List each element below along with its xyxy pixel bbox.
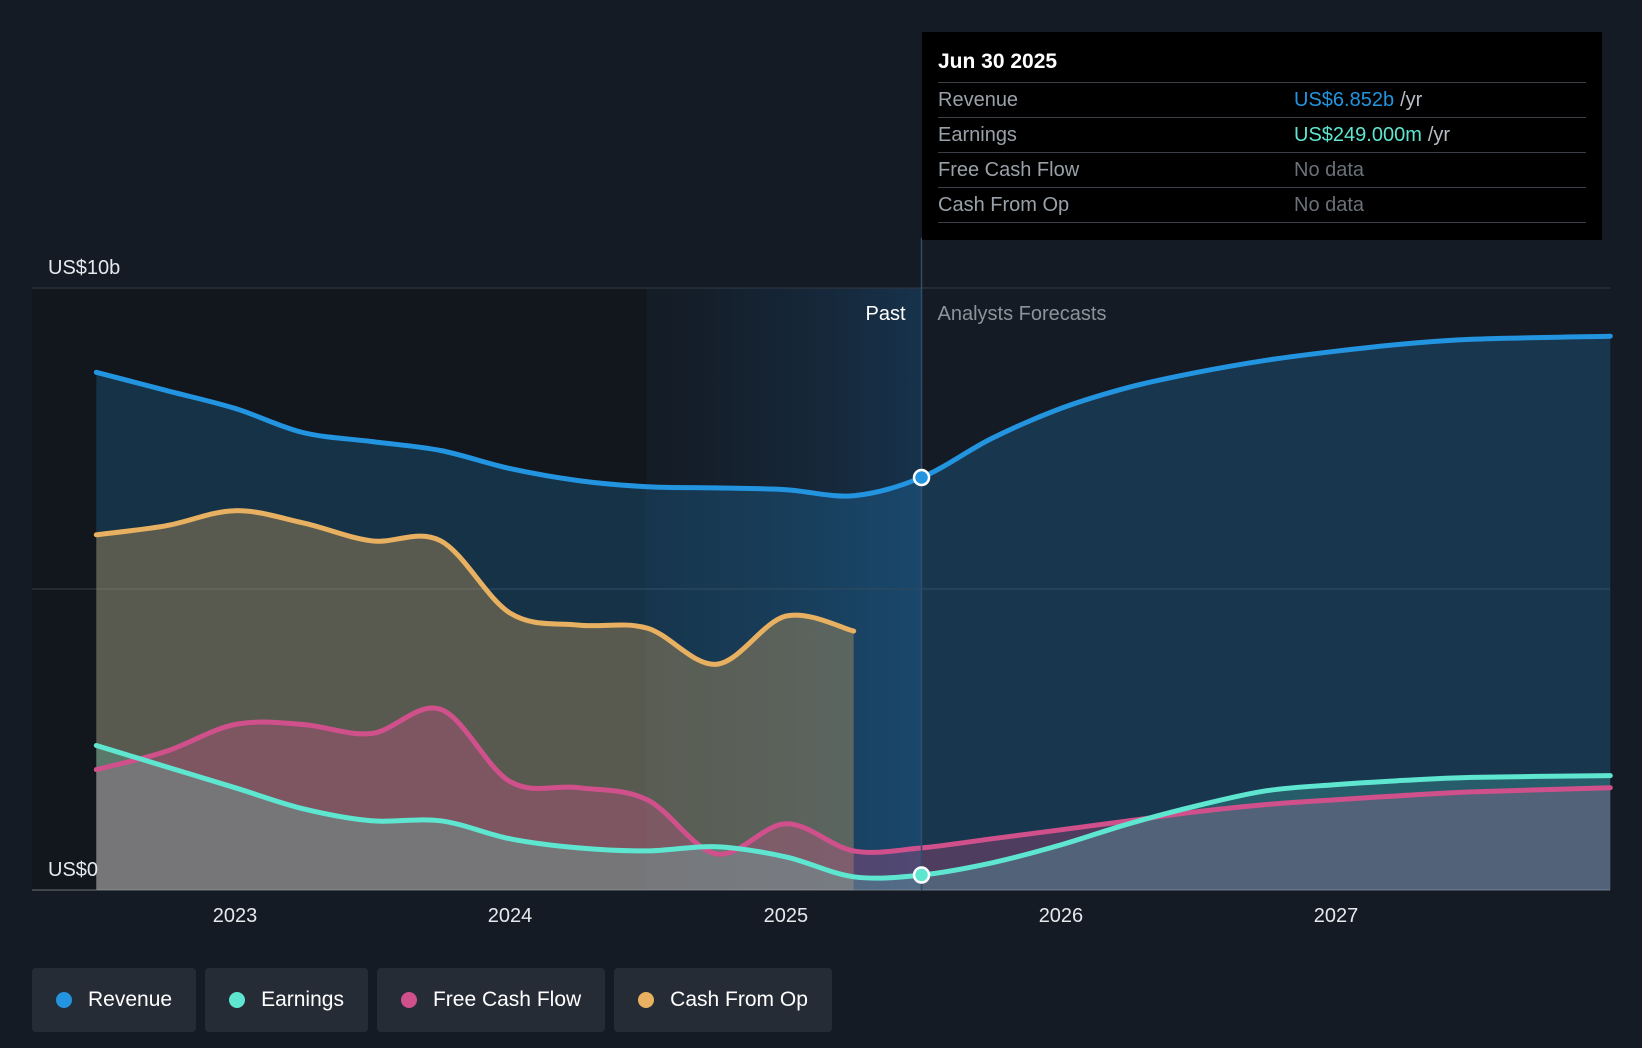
- tooltip-value: No data: [1294, 159, 1365, 181]
- tooltip-value: US$249.000m: [1294, 124, 1422, 146]
- forecast-label: Analysts Forecasts: [938, 303, 1107, 325]
- tooltip-value: US$6.852b: [1294, 89, 1395, 111]
- legend-item-earnings[interactable]: Earnings: [205, 968, 368, 1032]
- earnings-line[interactable]: [93, 743, 1613, 881]
- legend: Revenue Earnings Free Cash Flow Cash Fro…: [32, 968, 832, 1032]
- legend-label: Free Cash Flow: [432, 988, 582, 1011]
- earnings-dot-icon: [229, 992, 246, 1008]
- tooltip-label: Cash From Op: [938, 194, 1070, 216]
- free-cash-flow-line[interactable]: [93, 705, 1613, 857]
- legend-item-cash-from-op[interactable]: Cash From Op: [614, 968, 832, 1032]
- revenue-area: [96, 336, 1611, 890]
- x-tick-label: 2023: [213, 905, 258, 927]
- tooltip-label: Revenue: [938, 89, 1019, 111]
- legend-item-free-cash-flow[interactable]: Free Cash Flow: [376, 968, 606, 1032]
- tooltip-row-revenue: Revenue US$6.852b /yr: [938, 82, 1586, 117]
- revenue-dot-icon: [56, 992, 72, 1008]
- cash-from-op-area: [96, 510, 854, 890]
- y-tick-label: US$0: [48, 859, 98, 881]
- tooltip-label: Free Cash Flow: [938, 159, 1080, 181]
- tooltip-row-cash-from-op: Cash From Op No data: [938, 187, 1586, 223]
- x-tick-label: 2024: [488, 905, 533, 927]
- past-label: Past: [865, 303, 905, 325]
- revenue-marker[interactable]: [912, 468, 931, 487]
- free-cash-flow-dot-icon: [400, 992, 417, 1008]
- legend-item-revenue[interactable]: Revenue: [32, 968, 197, 1032]
- free-cash-flow-area: [96, 708, 1611, 890]
- tooltip-label: Earnings: [938, 124, 1017, 146]
- earnings-area: [96, 745, 1611, 890]
- x-tick-label: 2025: [764, 905, 809, 927]
- tooltip-unit: /yr: [1400, 89, 1423, 111]
- chart: US$10b US$0 2023 2024 2025 2026 2027 Past Analys…: [32, 238, 1613, 927]
- tooltip-unit: /yr: [1427, 124, 1451, 146]
- x-tick-label: 2027: [1314, 905, 1359, 927]
- x-tick-label: 2026: [1039, 905, 1084, 927]
- y-tick-label: US$10b: [48, 257, 120, 279]
- legend-label: Cash From Op: [670, 988, 808, 1011]
- cash-from-op-dot-icon: [638, 992, 655, 1008]
- earnings-marker[interactable]: [912, 866, 931, 884]
- tooltip-row-earnings: Earnings US$249.000m /yr: [938, 117, 1586, 152]
- cash-from-op-line[interactable]: [93, 508, 857, 667]
- tooltip-date: Jun 30 2025: [938, 50, 1058, 73]
- tooltip-row-free-cash-flow: Free Cash Flow No data: [938, 152, 1586, 187]
- legend-label: Revenue: [88, 988, 173, 1011]
- revenue-line[interactable]: [93, 333, 1613, 499]
- legend-label: Earnings: [261, 988, 344, 1011]
- tooltip-value: No data: [1294, 194, 1365, 216]
- tooltip: Jun 30 2025 Revenue US$6.852b /yr Earnin…: [922, 32, 1602, 240]
